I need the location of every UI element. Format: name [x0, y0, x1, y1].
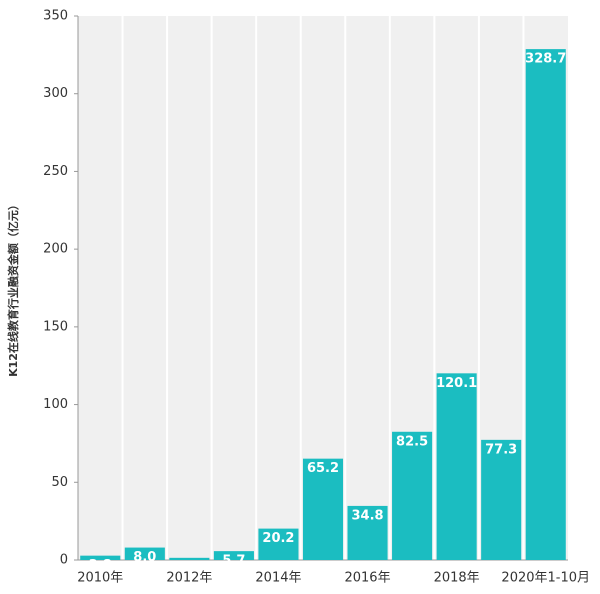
value-label: 65.2 [307, 461, 339, 476]
x-tick-label: 2010年 [77, 571, 123, 586]
bar [436, 373, 477, 560]
y-tick-label: 0 [60, 553, 68, 568]
bar [80, 555, 121, 560]
bar [169, 557, 210, 560]
value-label: 77.3 [485, 442, 517, 457]
value-label: 5.7 [222, 554, 245, 569]
y-tick-label: 200 [43, 242, 68, 257]
value-label: 8.0 [133, 550, 156, 565]
bar [525, 49, 566, 560]
bar [481, 439, 522, 560]
value-label: 1.4 [178, 560, 201, 575]
x-tick-label: 2016年 [344, 571, 390, 586]
x-tick-label: 2014年 [255, 571, 301, 586]
y-tick-label: 300 [43, 86, 68, 101]
bar [347, 505, 388, 560]
y-tick-label: 100 [43, 397, 68, 412]
value-label: 328.7 [525, 52, 566, 67]
x-tick-label: 2020年1-10月 [501, 571, 590, 586]
bar [392, 431, 433, 560]
bar [124, 547, 165, 560]
y-tick-label: 50 [51, 475, 68, 490]
value-label: 2.8 [89, 558, 112, 573]
value-label: 120.1 [436, 376, 477, 391]
y-axis-title: K12在线教育行业融资金额（亿元） [6, 199, 20, 377]
bar [302, 458, 344, 560]
value-label: 34.8 [352, 508, 384, 523]
x-tick-label: 2012年 [166, 571, 212, 586]
x-tick-label: 2018年 [434, 571, 480, 586]
y-tick-label: 350 [43, 9, 68, 24]
bar [258, 528, 299, 560]
value-label: 82.5 [396, 434, 428, 449]
value-label: 20.2 [262, 531, 294, 546]
bar [213, 551, 254, 560]
y-tick-label: 150 [43, 319, 68, 334]
y-tick-label: 250 [43, 164, 68, 179]
